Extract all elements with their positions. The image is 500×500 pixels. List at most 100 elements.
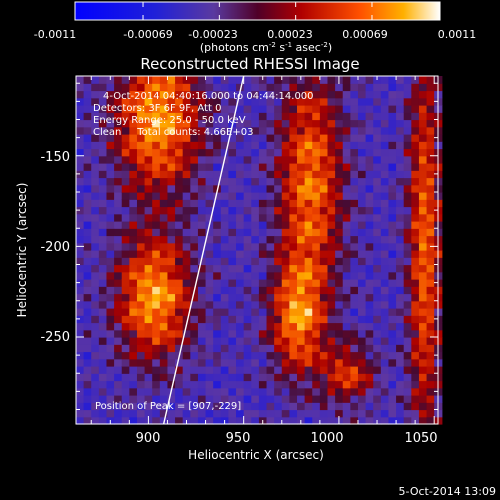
heatmap-cell [243,329,252,338]
heatmap-cell [373,380,382,389]
heatmap-cell [197,279,207,287]
heatmap-cell [220,264,230,273]
heatmap-cell [152,170,161,179]
heatmap-cell [76,235,85,244]
heatmap-cell [396,199,405,208]
heatmap-cell [396,134,405,142]
heatmap-cell [396,141,405,150]
heatmap-cell [297,337,306,345]
heatmap-cell [335,358,344,367]
heatmap-cell [220,184,230,193]
heatmap-cell [91,373,100,382]
heatmap-cell [388,206,397,215]
heatmap-cell [175,221,184,229]
heatmap-cell [418,242,428,251]
heatmap-cell [365,213,374,222]
heatmap-cell [357,322,367,331]
heatmap-cell [182,221,191,229]
heatmap-cell [426,351,435,360]
heatmap-cell [342,293,351,302]
heatmap-cell [365,286,374,295]
heatmap-cell [106,250,115,258]
heatmap-cell [175,199,184,208]
heatmap-cell [205,242,214,251]
heatmap-cell [190,250,199,258]
heatmap-cell [342,228,351,237]
heatmap-cell [403,387,412,396]
heatmap-cell [281,206,290,215]
heatmap-cell [159,395,169,403]
heatmap-cell [342,373,351,382]
heatmap-cell [91,228,100,237]
heatmap-cell [403,206,412,215]
heatmap-cell [342,315,351,324]
heatmap-cell [106,177,115,186]
heatmap-cell [281,315,290,324]
heatmap-cell [91,279,100,287]
heatmap-cell [236,395,245,403]
heatmap-cell [228,90,237,99]
heatmap-cell [243,402,252,411]
heatmap-cell [365,358,374,367]
heatmap-cell [319,271,329,280]
heatmap-cell [76,221,85,229]
heatmap-cell [342,83,351,92]
heatmap-cell [106,279,115,287]
heatmap-cell [365,308,374,316]
heatmap-cell [83,119,92,128]
heatmap-cell [426,380,435,389]
heatmap-cell [297,409,306,418]
heatmap-cell [289,199,298,208]
heatmap-cell [91,351,100,360]
heatmap-cell [76,192,85,200]
heatmap-cell [228,105,237,113]
heatmap-cell [228,329,237,338]
heatmap-cell [380,148,390,157]
heatmap-cell [228,250,237,258]
heatmap-cell [205,206,214,215]
heatmap-cell [281,250,290,258]
heatmap-cell [274,344,283,353]
heatmap-cell [342,271,351,280]
heatmap-cell [91,358,100,367]
heatmap-cell [91,380,100,389]
heatmap-cell [289,322,298,331]
heatmap-cell [167,148,176,157]
heatmap-cell [152,315,161,324]
heatmap-cell [312,402,321,411]
heatmap-cell [236,192,245,200]
heatmap-cell [236,90,245,99]
heatmap-cell [91,257,100,266]
heatmap-cell [129,105,138,113]
heatmap-cell [335,409,344,418]
heatmap-cell [312,366,321,374]
heatmap-cell [159,83,169,92]
heatmap-cell [136,126,146,135]
heatmap-cell [373,192,382,200]
heatmap-cell [258,112,268,121]
heatmap-cell [175,228,184,237]
heatmap-cell [228,184,237,193]
heatmap-cell [251,228,260,237]
heatmap-cell [213,264,222,273]
heatmap-cell [91,148,100,157]
heatmap-cell [152,206,161,215]
heatmap-cell [228,257,237,266]
heatmap-cell [327,221,336,229]
heatmap-cell [373,395,382,403]
heatmap-cell [335,105,344,113]
heatmap-cell [167,380,176,389]
heatmap-cell [213,90,222,99]
heatmap-cell [144,315,153,324]
heatmap-cell [136,387,146,396]
heatmap-cell [251,322,260,331]
heatmap-cell [388,322,397,331]
heatmap-cell [159,387,169,396]
heatmap-cell [129,163,138,171]
heatmap-cell [167,366,176,374]
heatmap-cell [91,119,100,128]
heatmap-cell [403,315,412,324]
heatmap-cell [281,192,290,200]
heatmap-cell [251,83,260,92]
heatmap-cell [167,322,176,331]
